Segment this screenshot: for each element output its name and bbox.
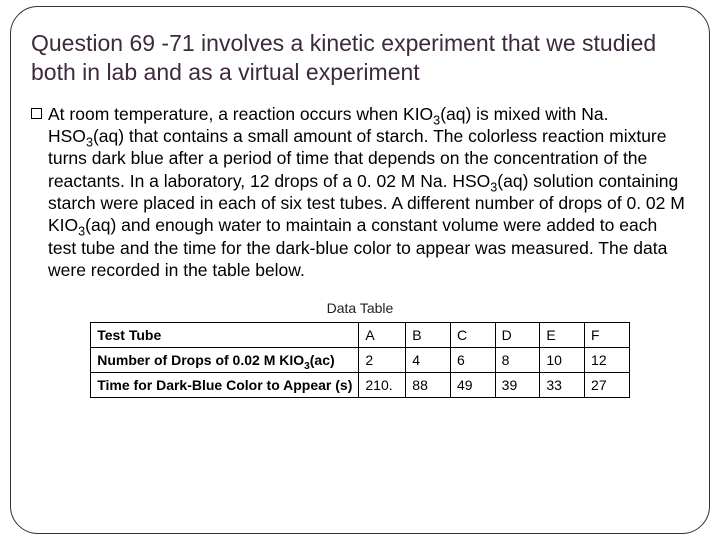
data-table-wrap: Data Table Test Tube A B C D E F Number … xyxy=(90,300,630,398)
row2-val-2: 6 xyxy=(450,347,495,372)
row2-val-3: 8 xyxy=(495,347,540,372)
body-seg-4: (aq) and enough water to maintain a cons… xyxy=(48,215,667,280)
data-table: Test Tube A B C D E F Number of Drops of… xyxy=(90,322,630,398)
row3-val-5: 27 xyxy=(585,372,630,397)
row1-val-1: B xyxy=(406,322,451,347)
row2-val-5: 12 xyxy=(585,347,630,372)
row2-label: Number of Drops of 0.02 M KIO3(ac) xyxy=(91,347,359,372)
row2-val-1: 4 xyxy=(406,347,451,372)
row1-val-0: A xyxy=(359,322,406,347)
row2-label-pre: Number of Drops of 0.02 M KIO xyxy=(97,352,304,368)
row1-val-2: C xyxy=(450,322,495,347)
body-block: At room temperature, a reaction occurs w… xyxy=(31,103,689,282)
row2-val-4: 10 xyxy=(540,347,585,372)
row3-val-1: 88 xyxy=(406,372,451,397)
row3-label: Time for Dark-Blue Color to Appear (s) xyxy=(91,372,359,397)
row1-label: Test Tube xyxy=(91,322,359,347)
checkbox-icon xyxy=(31,108,42,119)
table-row: Time for Dark-Blue Color to Appear (s) 2… xyxy=(91,372,630,397)
table-row: Number of Drops of 0.02 M KIO3(ac) 2 4 6… xyxy=(91,347,630,372)
row1-val-3: D xyxy=(495,322,540,347)
body-paragraph: At room temperature, a reaction occurs w… xyxy=(48,103,689,282)
row1-val-5: F xyxy=(585,322,630,347)
row2-val-0: 2 xyxy=(359,347,406,372)
row2-label-post: (ac) xyxy=(310,352,335,368)
slide-heading: Question 69 -71 involves a kinetic exper… xyxy=(31,29,689,87)
row1-val-4: E xyxy=(540,322,585,347)
bullet-row: At room temperature, a reaction occurs w… xyxy=(31,103,689,282)
row3-val-2: 49 xyxy=(450,372,495,397)
row3-val-0: 210. xyxy=(359,372,406,397)
slide-frame: Question 69 -71 involves a kinetic exper… xyxy=(10,6,710,534)
table-row: Test Tube A B C D E F xyxy=(91,322,630,347)
table-title: Data Table xyxy=(90,300,630,316)
body-seg-0: At room temperature, a reaction occurs w… xyxy=(48,104,433,124)
row3-val-4: 33 xyxy=(540,372,585,397)
row3-val-3: 39 xyxy=(495,372,540,397)
